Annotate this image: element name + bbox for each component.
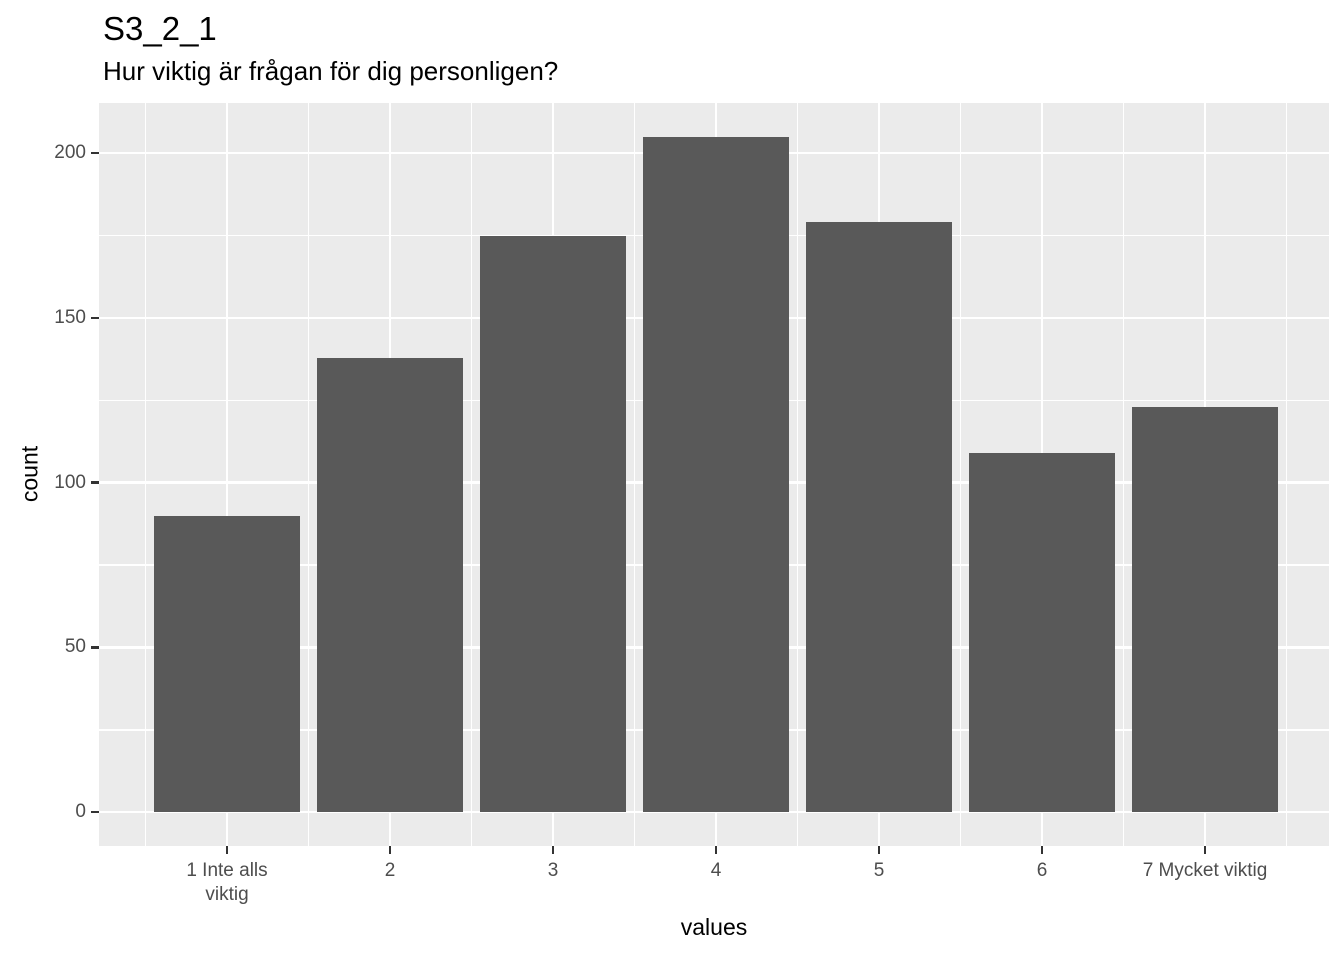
x-tick-label-line: viktig bbox=[205, 884, 249, 905]
x-tick-label: 6 bbox=[942, 859, 1142, 883]
x-tick-label-line: 3 bbox=[547, 860, 559, 881]
x-tick-label-line: 7 Mycket viktig bbox=[1142, 860, 1268, 881]
y-tick-mark bbox=[91, 810, 99, 814]
x-tick-mark bbox=[1203, 846, 1207, 854]
y-tick-label: 150 bbox=[54, 306, 86, 328]
x-tick-label-line: 6 bbox=[1036, 860, 1048, 881]
x-tick-mark bbox=[714, 846, 718, 854]
bar bbox=[480, 235, 626, 813]
x-tick-label-line: 2 bbox=[384, 860, 396, 881]
plot-panel bbox=[99, 103, 1329, 846]
y-tick-label: 100 bbox=[54, 471, 86, 493]
bar bbox=[1132, 406, 1278, 813]
v-gridline-minor bbox=[633, 103, 636, 846]
v-gridline-minor bbox=[470, 103, 473, 846]
y-tick-label: 0 bbox=[75, 801, 86, 823]
x-tick-label: 7 Mycket viktig bbox=[1105, 859, 1305, 883]
x-tick-label: 4 bbox=[616, 859, 816, 883]
x-tick-mark bbox=[1040, 846, 1044, 854]
chart-subtitle: Hur viktig är frågan för dig personligen… bbox=[103, 56, 559, 86]
y-tick-mark bbox=[91, 316, 99, 320]
chart-title: S3_2_1 bbox=[103, 10, 217, 47]
x-tick-mark bbox=[551, 846, 555, 854]
v-gridline-minor bbox=[1285, 103, 1288, 846]
v-gridline-major bbox=[225, 103, 229, 846]
v-gridline-minor bbox=[796, 103, 799, 846]
y-tick-mark bbox=[91, 481, 99, 484]
h-gridline-major bbox=[99, 810, 1329, 814]
x-tick-label-line: 4 bbox=[710, 860, 722, 881]
bar bbox=[969, 453, 1115, 813]
bar bbox=[643, 136, 789, 813]
x-axis-title: values bbox=[680, 914, 748, 940]
x-tick-label: 1 Inte alls viktig bbox=[127, 859, 327, 907]
y-axis-title: count bbox=[16, 445, 43, 503]
x-tick-label-line: 1 Inte alls bbox=[186, 860, 268, 881]
x-tick-label: 5 bbox=[779, 859, 979, 883]
v-gridline-minor bbox=[144, 103, 147, 846]
x-tick-mark bbox=[877, 846, 881, 854]
y-tick-mark bbox=[91, 151, 99, 155]
x-tick-label-line: 5 bbox=[873, 860, 885, 881]
v-gridline-minor bbox=[1122, 103, 1125, 846]
x-tick-mark bbox=[388, 846, 392, 854]
v-gridline-minor bbox=[307, 103, 310, 846]
x-tick-label: 3 bbox=[453, 859, 653, 883]
y-tick-label: 50 bbox=[64, 636, 86, 658]
x-tick-label: 2 bbox=[290, 859, 490, 883]
x-tick-mark bbox=[225, 846, 229, 854]
y-tick-label: 200 bbox=[54, 142, 86, 164]
v-gridline-minor bbox=[959, 103, 962, 846]
bar bbox=[317, 357, 463, 813]
bar bbox=[806, 222, 952, 813]
y-tick-mark bbox=[91, 646, 99, 649]
bar bbox=[154, 515, 300, 813]
